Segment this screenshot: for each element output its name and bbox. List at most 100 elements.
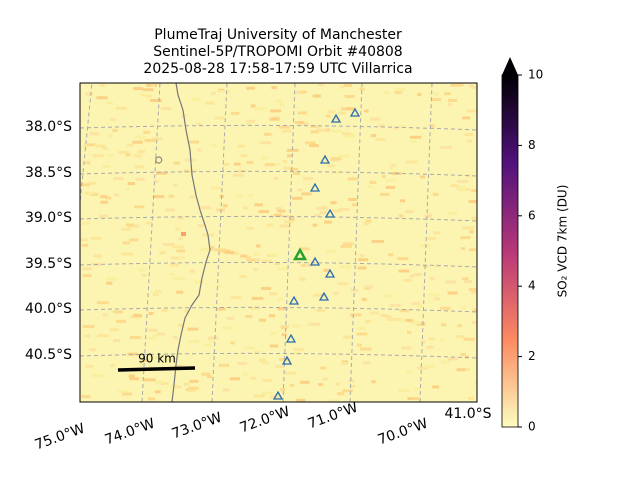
pixel — [420, 175, 426, 179]
pixel — [91, 374, 104, 378]
pixel — [403, 279, 412, 282]
pixel — [154, 291, 161, 295]
pixel — [209, 247, 214, 251]
pixel — [181, 232, 186, 236]
pixel — [432, 385, 440, 389]
pixel — [296, 398, 306, 402]
lon-label: 73.0°W — [170, 410, 224, 443]
pixel — [457, 324, 462, 328]
pixel — [289, 217, 295, 221]
pixel — [299, 277, 306, 281]
pixel — [411, 302, 421, 306]
pixel — [460, 247, 466, 251]
pixel — [292, 196, 303, 200]
colorbar-tick-label: 10 — [528, 68, 543, 82]
pixel — [300, 247, 311, 251]
pixel — [263, 132, 272, 136]
pixel — [447, 291, 458, 295]
pixel — [245, 122, 252, 126]
pixel — [414, 273, 422, 277]
pixel — [383, 91, 391, 95]
pixel — [461, 226, 474, 230]
pixel — [351, 203, 357, 207]
pixel — [151, 83, 156, 87]
colorbar-ramp — [501, 74, 519, 428]
pixel — [344, 134, 355, 138]
pixel — [314, 214, 321, 218]
pixel — [274, 206, 282, 210]
pixel — [250, 376, 256, 380]
pixel — [312, 94, 321, 98]
pixel — [394, 88, 406, 92]
pixel — [112, 310, 123, 314]
pixel — [217, 307, 226, 311]
pixel — [356, 332, 368, 336]
pixel — [297, 111, 307, 115]
pixel — [262, 156, 268, 160]
pixel — [307, 263, 312, 267]
pixel — [297, 121, 304, 124]
lon-label: 74.0°W — [103, 416, 157, 449]
pixel — [334, 117, 340, 121]
lat-label: 40.5°S — [25, 347, 72, 363]
pixel — [405, 210, 414, 214]
pixel — [132, 140, 143, 144]
pixel — [129, 336, 141, 339]
pixel — [188, 140, 199, 144]
pixel — [429, 124, 435, 128]
pixel — [129, 377, 140, 381]
lon-label: 72.0°W — [238, 404, 292, 437]
pixel — [398, 319, 406, 322]
pixel — [208, 336, 219, 340]
pixel — [369, 180, 377, 184]
pixel — [365, 219, 372, 223]
pixel — [440, 306, 451, 310]
pixel — [472, 85, 477, 89]
pixel — [440, 145, 452, 149]
pixel — [211, 91, 216, 95]
pixel — [269, 344, 279, 348]
pixel — [139, 377, 144, 380]
pixel — [207, 339, 216, 343]
pixel — [323, 268, 331, 272]
pixel — [432, 192, 439, 196]
pixel — [268, 314, 276, 318]
so2-pixels — [80, 83, 477, 402]
pixel — [113, 177, 124, 180]
pixel — [409, 135, 422, 139]
pixel — [385, 315, 392, 319]
pixel — [217, 284, 222, 288]
pixel — [171, 245, 184, 249]
title-line: 2025-08-28 17:58-17:59 UTC Villarrica — [143, 61, 412, 77]
lat-label: 39.5°S — [25, 256, 72, 272]
colorbar: SO₂ VCD 7km (DU) 0 2 4 6 8 10 — [501, 57, 570, 434]
colorbar-tick-label: 4 — [528, 279, 536, 293]
pixel — [441, 323, 447, 327]
pixel — [255, 258, 260, 262]
lat-label: 38.0°S — [25, 119, 72, 135]
pixel — [154, 356, 163, 359]
pixel — [275, 365, 284, 368]
pixel — [148, 312, 154, 316]
pixel — [398, 214, 404, 218]
pixel — [293, 352, 300, 356]
pixel — [246, 258, 256, 262]
pixel — [242, 206, 249, 210]
pixel — [127, 143, 134, 147]
pixel — [269, 109, 282, 113]
pixel — [147, 328, 158, 332]
pixel — [337, 392, 344, 396]
pixel — [364, 319, 371, 323]
pixel — [170, 273, 176, 276]
colorbar-tick-label: 6 — [528, 208, 536, 222]
pixel — [282, 214, 293, 218]
pixel — [84, 334, 91, 338]
pixel — [293, 348, 304, 351]
pixel — [224, 250, 235, 254]
pixel — [417, 304, 423, 308]
pixel — [409, 139, 417, 143]
pixel — [218, 90, 231, 94]
pixel — [238, 169, 247, 173]
pixel — [330, 201, 337, 205]
pixel — [417, 92, 422, 96]
